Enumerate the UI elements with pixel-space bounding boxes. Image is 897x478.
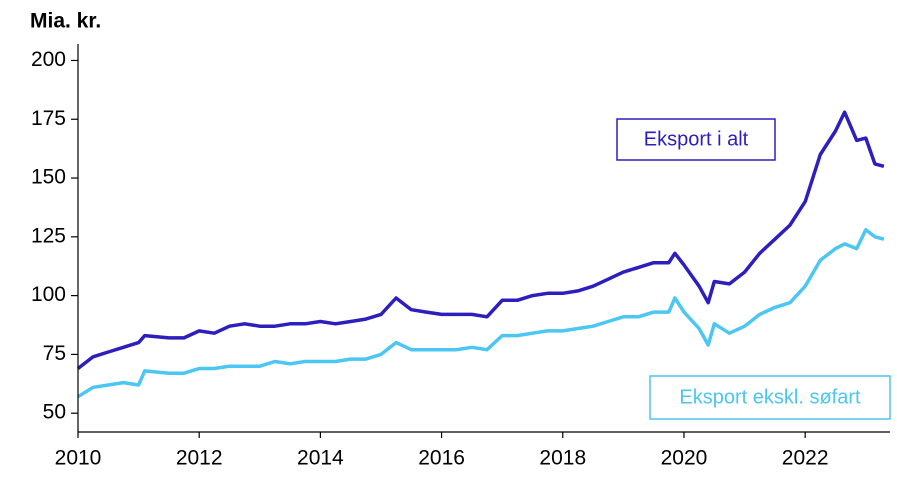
- y-tick-label: 175: [31, 107, 66, 130]
- y-tick-label: 200: [31, 48, 66, 71]
- legend-box: [616, 118, 776, 161]
- x-tick-label: 2012: [176, 447, 223, 470]
- x-tick-label: 2018: [539, 447, 586, 470]
- series-line: [76, 110, 885, 370]
- legend-label: Eksport i alt: [644, 128, 749, 150]
- x-tick-label: 2016: [418, 447, 465, 470]
- y-axis-label: Mia. kr.: [30, 10, 101, 33]
- series-line: [77, 228, 885, 399]
- x-tick-label: 2020: [661, 447, 708, 470]
- y-tick-label: 75: [43, 342, 66, 365]
- legend-label: Eksport ekskl. søfart: [679, 386, 861, 408]
- y-tick-label: 50: [43, 401, 66, 424]
- x-tick-label: 2010: [55, 447, 102, 470]
- y-tick-label: 100: [31, 283, 66, 306]
- x-tick-label: 2014: [297, 447, 344, 470]
- legend-box: [649, 375, 891, 420]
- y-tick-label: 150: [31, 166, 66, 189]
- x-tick-label: 2022: [782, 447, 829, 470]
- y-tick-label: 125: [31, 224, 66, 247]
